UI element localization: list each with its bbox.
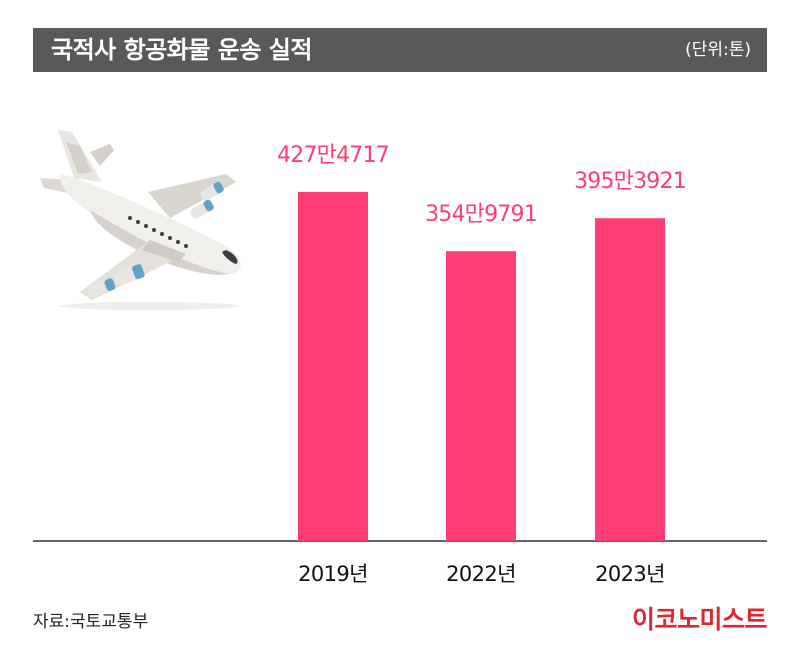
category-label-1: 2022년 xyxy=(446,562,516,586)
bar-1 xyxy=(446,251,516,542)
value-label-1: 354만9791 xyxy=(425,202,537,227)
category-label-2: 2023년 xyxy=(595,562,665,586)
value-label-0: 427만4717 xyxy=(277,143,389,168)
airplane-icon xyxy=(40,130,241,310)
chart-title: 국적사 항공화물 운송 실적 xyxy=(51,36,312,64)
source-note: 자료:국토교통부 xyxy=(33,612,149,632)
brand-logo: 이코노미스트 xyxy=(631,605,768,634)
bar-2 xyxy=(595,218,665,542)
unit-label: (단위:톤) xyxy=(685,40,751,60)
category-label-0: 2019년 xyxy=(298,562,368,586)
title-bar: 국적사 항공화물 운송 실적 (단위:톤) xyxy=(33,28,767,72)
bar-0 xyxy=(298,192,368,541)
value-label-2: 395만3921 xyxy=(574,169,686,194)
